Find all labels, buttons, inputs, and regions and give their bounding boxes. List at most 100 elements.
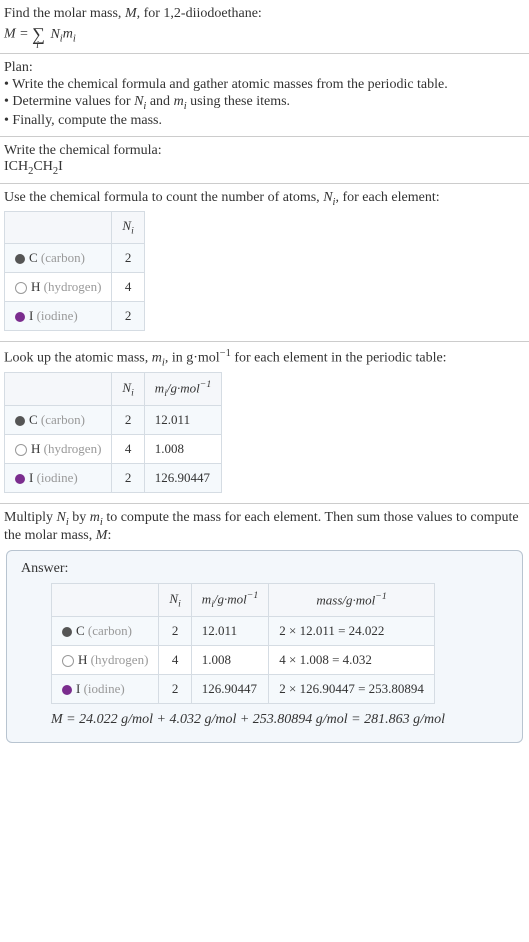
answer-title: Answer: (21, 561, 508, 577)
table-row: C (carbon) 2 12.011 (5, 406, 222, 435)
elem-cell: H (hydrogen) (5, 272, 112, 301)
count-title: Use the chemical formula to count the nu… (4, 190, 525, 208)
table-row: C (carbon) 2 12.011 2 × 12.011 = 24.022 (52, 617, 435, 646)
m-cell: 1.008 (144, 435, 221, 464)
n-cell: 4 (159, 646, 191, 675)
elem-sym: I (29, 308, 33, 323)
count-table: Ni C (carbon) 2 H (hydrogen) 4 I (iodine… (4, 211, 145, 331)
elem-sym: C (29, 412, 38, 427)
th-Ni-N: N (169, 591, 178, 606)
elem-sym: H (31, 279, 40, 294)
th-blank (52, 584, 159, 617)
th-mi-unit: /g·mol (167, 381, 200, 396)
th-mi-neg1: −1 (247, 590, 258, 601)
answer-final-eq: M = 24.022 g/mol + 4.032 g/mol + 253.808… (51, 712, 508, 728)
plan-title: Plan: (4, 60, 525, 76)
th-Ni: Ni (112, 212, 144, 244)
m-cell: 126.90447 (144, 464, 221, 493)
elem-name: (carbon) (88, 623, 132, 638)
elem-cell: C (carbon) (52, 617, 159, 646)
answer-box: Answer: Ni mi/g·mol−1 mass/g·mol−1 C (ca… (6, 550, 523, 743)
lookup-m: m (152, 351, 162, 366)
m-cell: 12.011 (191, 617, 268, 646)
count-section: Use the chemical formula to count the nu… (0, 184, 529, 342)
table-row: H (hydrogen) 4 1.008 4 × 1.008 = 4.032 (52, 646, 435, 675)
swatch-icon (15, 312, 25, 322)
mult-by: by (69, 510, 90, 525)
eq-m-sub: i (73, 34, 76, 45)
elem-name: (iodine) (37, 308, 78, 323)
elem-sym: I (29, 470, 33, 485)
answer-table: Ni mi/g·mol−1 mass/g·mol−1 C (carbon) 2 … (51, 583, 435, 704)
intro-equation: M = ∑i Nimi (4, 24, 525, 45)
plan-item-3: • Finally, compute the mass. (4, 113, 525, 129)
elem-cell: C (carbon) (5, 406, 112, 435)
th-mass-neg1: −1 (375, 591, 386, 602)
th-Ni-N: N (122, 218, 131, 233)
cf-p4: I (58, 159, 63, 174)
th-Ni: Ni (159, 584, 191, 617)
n-cell: 2 (159, 675, 191, 704)
cf-p2: CH (33, 159, 52, 174)
plan2-and: and (146, 94, 173, 109)
m-cell: 1.008 (191, 646, 268, 675)
elem-cell: H (hydrogen) (52, 646, 159, 675)
lookup-neg1: −1 (220, 348, 231, 359)
mult-N: N (57, 510, 66, 525)
m-cell: 12.011 (144, 406, 221, 435)
n-cell: 2 (112, 243, 144, 272)
calc-cell: 2 × 126.90447 = 253.80894 (269, 675, 435, 704)
n-cell: 2 (159, 617, 191, 646)
eq-m: m (63, 27, 73, 42)
elem-cell: H (hydrogen) (5, 435, 112, 464)
intro-section: Find the molar mass, M, for 1,2-diiodoet… (0, 0, 529, 54)
n-cell: 4 (112, 435, 144, 464)
swatch-icon (15, 282, 27, 294)
th-blank (5, 212, 112, 244)
intro-line: Find the molar mass, M, for 1,2-diiodoet… (4, 6, 525, 22)
mult-m: m (90, 510, 100, 525)
chemformula-section: Write the chemical formula: ICH2CH2I (0, 137, 529, 184)
table-header-row: Ni mi/g·mol−1 (5, 373, 222, 406)
swatch-icon (62, 685, 72, 695)
intro-pre: Find the molar mass, (4, 6, 125, 21)
th-Ni-N: N (122, 380, 131, 395)
plan-item-1: • Write the chemical formula and gather … (4, 77, 525, 93)
multiply-title: Multiply Ni by mi to compute the mass fo… (4, 510, 525, 544)
n-cell: 2 (112, 301, 144, 330)
sigma-block: ∑i (32, 24, 45, 45)
th-mi-unit: /g·mol (214, 591, 247, 606)
th-mass: mass/g·mol−1 (269, 584, 435, 617)
swatch-icon (62, 655, 74, 667)
plan2-pre: • Determine values for (4, 94, 134, 109)
table-row: I (iodine) 2 126.90447 (5, 464, 222, 493)
elem-name: (iodine) (84, 681, 125, 696)
th-blank (5, 373, 112, 406)
eq-N: N (47, 27, 60, 42)
n-cell: 2 (112, 406, 144, 435)
lookup-section: Look up the atomic mass, mi, in g·mol−1 … (0, 342, 529, 504)
table-row: H (hydrogen) 4 1.008 (5, 435, 222, 464)
calc-cell: 4 × 1.008 = 4.032 (269, 646, 435, 675)
plan-item-2: • Determine values for Ni and mi using t… (4, 94, 525, 112)
table-row: I (iodine) 2 (5, 301, 145, 330)
elem-sym: C (76, 623, 85, 638)
plan2-m: m (174, 94, 184, 109)
chemformula-title: Write the chemical formula: (4, 143, 525, 159)
count-N: N (323, 190, 332, 205)
lookup-post: for each element in the periodic table: (231, 351, 447, 366)
elem-sym: I (76, 681, 80, 696)
mult-pre: Multiply (4, 510, 57, 525)
table-header-row: Ni mi/g·mol−1 mass/g·mol−1 (52, 584, 435, 617)
elem-name: (iodine) (37, 470, 78, 485)
cf-p0: ICH (4, 159, 28, 174)
count-post: , for each element: (335, 190, 439, 205)
count-pre: Use the chemical formula to count the nu… (4, 190, 323, 205)
elem-cell: I (iodine) (5, 464, 112, 493)
plan-section: Plan: • Write the chemical formula and g… (0, 54, 529, 137)
elem-name: (carbon) (41, 250, 85, 265)
elem-name: (carbon) (41, 412, 85, 427)
chemformula-value: ICH2CH2I (4, 159, 525, 177)
lookup-title: Look up the atomic mass, mi, in g·mol−1 … (4, 348, 525, 368)
th-Ni-i: i (131, 388, 134, 399)
